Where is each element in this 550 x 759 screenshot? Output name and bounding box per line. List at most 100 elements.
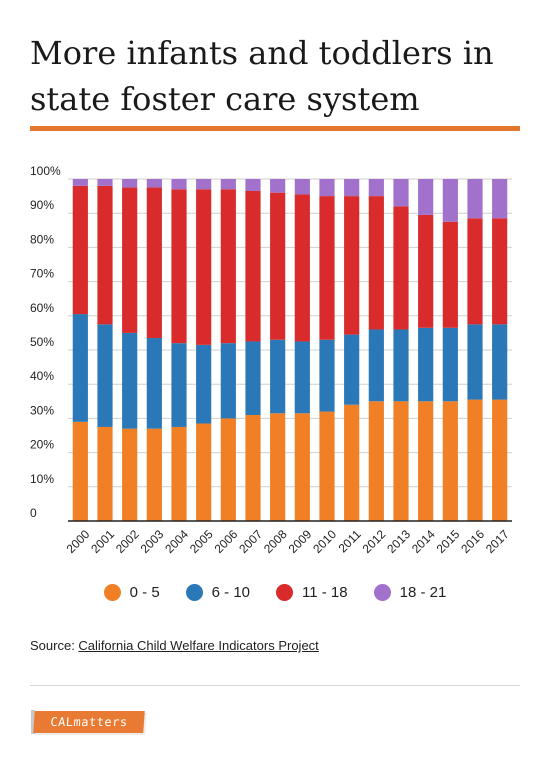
chart-title: More infants and toddlers in state foste… (30, 34, 494, 118)
bar-segment-2013-18-21 (393, 179, 409, 207)
bar-segment-2000-6-10 (72, 314, 88, 422)
bar-segment-2014-0-5 (418, 401, 434, 521)
bar-segment-2010-11-18 (319, 196, 335, 340)
bar-segment-2008-6-10 (270, 339, 286, 414)
bar-segment-2006-0-5 (220, 418, 236, 521)
bar-segment-2013-11-18 (393, 206, 409, 330)
x-tick-label: 2002 (113, 527, 142, 556)
bar-segment-2004-0-5 (171, 426, 187, 521)
bar-segment-2002-6-10 (122, 332, 138, 429)
bar-segment-2002-18-21 (122, 179, 138, 188)
y-tick-label: 20% (30, 438, 54, 452)
logo-text: CALmatters (49, 715, 129, 729)
legend-label-18-21: 18 - 21 (399, 584, 447, 601)
bar-segment-2003-6-10 (146, 338, 162, 429)
x-tick-label: 2010 (310, 527, 339, 556)
bar-segment-2007-18-21 (245, 179, 261, 191)
x-tick-label: 2004 (162, 527, 191, 556)
y-tick-label: 100% (30, 164, 61, 178)
bar-segment-2017-18-21 (492, 179, 508, 219)
legend-item-18-21: 18 - 21 (373, 584, 447, 601)
bar-segment-2016-6-10 (467, 324, 483, 400)
bar-segment-2017-11-18 (492, 218, 508, 325)
bar-segment-2001-11-18 (97, 185, 113, 325)
legend-item-0-5: 0 - 5 (103, 584, 160, 601)
bar-segment-2013-0-5 (393, 401, 409, 521)
bar-segment-2016-11-18 (467, 218, 483, 325)
bar-segment-2011-6-10 (344, 334, 360, 405)
bar-segment-2005-0-5 (196, 423, 212, 521)
bar-segment-2004-11-18 (171, 189, 187, 344)
bar-segment-2010-18-21 (319, 179, 335, 197)
x-tick-label: 2000 (64, 527, 93, 556)
bar-segment-2005-18-21 (196, 179, 212, 190)
bar-segment-2006-11-18 (220, 189, 236, 344)
y-tick-label: 60% (30, 301, 54, 315)
bar-segment-2012-18-21 (368, 179, 384, 197)
legend-swatch-0-5 (103, 584, 121, 601)
bar-segment-2017-6-10 (492, 324, 508, 400)
bar-segment-2005-11-18 (196, 189, 212, 345)
bar-segment-2001-0-5 (97, 426, 113, 521)
bar-segment-2009-0-5 (294, 413, 310, 521)
bar-segment-2011-18-21 (344, 179, 360, 197)
bar-segment-2016-18-21 (467, 179, 483, 219)
legend-label-0-5: 0 - 5 (129, 584, 160, 601)
bar-segment-2015-11-18 (442, 221, 458, 328)
bar-segment-2008-11-18 (270, 192, 286, 340)
bar-segment-2011-11-18 (344, 196, 360, 335)
bar-segment-2002-11-18 (122, 187, 138, 333)
x-tick-label: 2007 (236, 527, 265, 556)
bar-segment-2010-6-10 (319, 339, 335, 412)
x-tick-label: 2008 (261, 527, 290, 556)
bar-segment-2014-6-10 (418, 327, 434, 402)
bar-segment-2001-6-10 (97, 324, 113, 427)
source-line: Source: California Child Welfare Indicat… (30, 638, 319, 653)
y-tick-label: 10% (30, 472, 54, 486)
x-tick-label: 2014 (409, 527, 438, 556)
bar-segment-2007-11-18 (245, 190, 261, 342)
source-prefix: Source: (30, 638, 79, 653)
bar-segment-2015-0-5 (442, 401, 458, 521)
x-tick-label: 2011 (336, 527, 364, 555)
source-link[interactable]: California Child Welfare Indicators Proj… (78, 638, 319, 653)
bar-segment-2015-18-21 (442, 179, 458, 222)
footer-divider (30, 685, 520, 686)
y-tick-label: 0 (30, 506, 37, 520)
x-tick-label: 2012 (360, 527, 389, 556)
x-tick-label: 2009 (286, 527, 315, 556)
bar-segment-2013-6-10 (393, 329, 409, 402)
bar-segment-2014-18-21 (418, 179, 434, 215)
x-tick-label: 2013 (384, 527, 413, 556)
bar-segment-2006-6-10 (220, 343, 236, 419)
bar-segment-2009-11-18 (294, 194, 310, 342)
bar-segment-2000-11-18 (72, 185, 88, 315)
calmatters-logo[interactable]: CALmatters (33, 711, 145, 733)
bar-segment-2014-11-18 (418, 214, 434, 328)
bar-segment-2006-18-21 (220, 179, 236, 190)
y-tick-label: 40% (30, 369, 54, 383)
x-tick-label: 2006 (212, 527, 241, 556)
bar-segment-2012-11-18 (368, 196, 384, 330)
bar-segment-2003-11-18 (146, 187, 162, 339)
bar-segment-2012-6-10 (368, 329, 384, 402)
legend-swatch-18-21 (373, 584, 391, 601)
bar-segment-2003-0-5 (146, 428, 162, 521)
y-tick-label: 70% (30, 267, 54, 281)
bar-segment-2015-6-10 (442, 327, 458, 402)
bar-segment-2012-0-5 (368, 401, 384, 521)
bar-segment-2000-0-5 (72, 421, 88, 521)
bar-segment-2004-6-10 (171, 343, 187, 427)
x-tick-label: 2015 (434, 527, 463, 556)
x-tick-label: 2005 (187, 527, 216, 556)
bar-segment-2002-0-5 (122, 428, 138, 521)
legend-item-6-10: 6 - 10 (185, 584, 251, 601)
logo-edge (31, 710, 35, 734)
bar-segment-2016-0-5 (467, 399, 483, 521)
y-tick-label: 30% (30, 403, 54, 417)
bar-segment-2008-0-5 (270, 413, 286, 521)
legend-label-6-10: 6 - 10 (211, 584, 251, 601)
title-accent-rule (30, 126, 520, 131)
y-tick-label: 50% (30, 335, 54, 349)
bar-segment-2008-18-21 (270, 179, 286, 193)
